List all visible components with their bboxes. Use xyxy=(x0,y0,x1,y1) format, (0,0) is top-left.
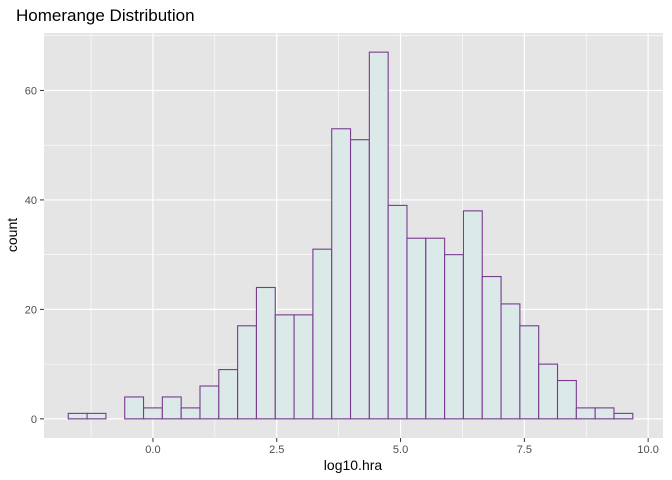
histogram-bar xyxy=(218,369,239,420)
y-tick-label: 20 xyxy=(25,304,37,316)
x-tick-label: 10.0 xyxy=(637,444,658,456)
y-axis-title: count xyxy=(4,218,20,252)
histogram-bar xyxy=(237,325,257,420)
histogram-bar xyxy=(86,412,107,420)
histogram-bar xyxy=(462,210,483,420)
histogram-bar xyxy=(142,407,163,420)
x-tick-label: 0.0 xyxy=(145,444,160,456)
y-tick-label: 60 xyxy=(25,85,37,97)
histogram-bar xyxy=(613,412,634,420)
histogram-bar xyxy=(199,385,220,420)
histogram-bar xyxy=(425,237,446,420)
histogram-bar xyxy=(519,325,540,420)
histogram-bar xyxy=(274,314,295,420)
histogram-bar xyxy=(594,407,615,420)
x-axis-title: log10.hra xyxy=(324,457,383,473)
histogram-bar xyxy=(481,275,502,420)
histogram-bars xyxy=(67,51,634,420)
histogram-bar xyxy=(293,314,314,420)
histogram-bar xyxy=(387,204,408,420)
x-tick-label: 5.0 xyxy=(393,444,408,456)
histogram-bar xyxy=(124,396,145,420)
histogram-bar xyxy=(500,303,521,420)
y-tick-label: 0 xyxy=(31,414,37,426)
histogram-bar xyxy=(180,407,201,420)
histogram-bar xyxy=(349,139,370,420)
chart-title: Homerange Distribution xyxy=(16,6,195,25)
histogram-bar xyxy=(444,254,464,420)
histogram-bar xyxy=(556,379,577,420)
x-tick-label: 2.5 xyxy=(269,444,284,456)
histogram-bar xyxy=(368,51,389,420)
y-axis: 0 20 40 60 xyxy=(25,85,44,426)
y-tick-label: 40 xyxy=(25,195,37,207)
histogram-bar xyxy=(161,396,182,420)
x-axis: 0.0 2.5 5.0 7.5 10.0 xyxy=(145,438,659,456)
histogram-bar xyxy=(312,248,333,420)
histogram-bar xyxy=(255,286,276,420)
x-tick-label: 7.5 xyxy=(517,444,532,456)
histogram-bar xyxy=(331,128,352,420)
histogram-bar xyxy=(575,407,596,420)
histogram-bar xyxy=(538,363,559,420)
histogram-bar xyxy=(67,412,88,420)
histogram-bar xyxy=(406,237,427,420)
